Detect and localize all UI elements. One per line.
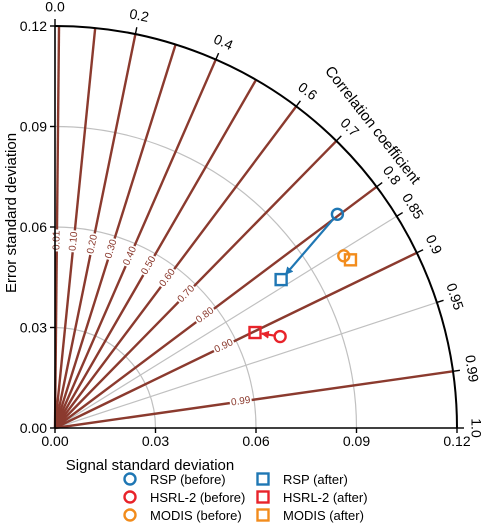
change-arrow: [260, 330, 275, 339]
correlation-tick-label: 0.95: [443, 281, 467, 312]
y-tick-label: 0.00: [20, 420, 47, 436]
snr-label-background: [228, 394, 253, 410]
legend-marker: [123, 472, 137, 486]
snr-label-background: [102, 236, 121, 262]
correlation-tick-mark: [452, 369, 461, 372]
x-axis-label: Signal standard deviation: [66, 457, 234, 474]
change-arrow: [284, 218, 335, 276]
y-tick-label: 0.06: [20, 219, 47, 235]
legend-item: MODIS (before): [123, 508, 242, 523]
snr-line-label: 0.20: [85, 233, 100, 255]
grid-layer: [54, 34, 454, 429]
snr-line-label: 0.10: [67, 231, 80, 252]
x-tick-label: 0.06: [242, 433, 269, 449]
modis-after-marker: [343, 253, 358, 267]
snr-line: [54, 251, 418, 430]
x-tick-label: 0.00: [41, 433, 68, 449]
snr-label-background: [120, 243, 140, 269]
grid-arc: [54, 125, 358, 429]
legend-marker: [123, 508, 137, 522]
snr-line: [54, 105, 298, 429]
snr-lines-layer: 0.01 0.10 0.20 0.30 0.40 0.500.600.700.800.90…: [50, 26, 454, 430]
snr-line-label: 0.01: [51, 230, 62, 250]
legend-label: MODIS (before): [150, 508, 242, 523]
hsrl-2-after-marker: [248, 325, 262, 340]
correlation-tick-mark: [396, 211, 404, 217]
snr-label-background: [211, 336, 237, 357]
legend-label: HSRL-2 (before): [150, 490, 245, 505]
snr-label-background: [156, 265, 179, 291]
x-tick-label: 0.09: [343, 433, 370, 449]
rsp-after-marker: [274, 272, 288, 287]
snr-line: [54, 140, 338, 429]
correlation-radial-line: [54, 301, 438, 429]
correlation-tick-label: 0.2: [128, 5, 150, 25]
y-axis-label: Error standard deviation: [3, 133, 20, 293]
snr-line: [53, 59, 217, 429]
y-tick-label: 0.03: [20, 320, 47, 336]
snr-line: [54, 370, 454, 430]
legend-item: HSRL-2 (before): [123, 490, 245, 505]
correlation-tick-label: 0.99: [462, 354, 482, 383]
legend-marker: [256, 472, 270, 486]
legend-item: RSP (after): [256, 472, 348, 487]
correlation-tick-mark: [436, 299, 444, 304]
snr-line: [53, 27, 97, 429]
snr-label-background: [84, 232, 101, 257]
snr-line: [53, 79, 258, 429]
snr-label-background: [174, 281, 199, 307]
x-tick-label: 0.12: [443, 433, 470, 449]
snr-line-label: 0.30: [103, 238, 119, 260]
modis-before-marker: [337, 249, 351, 263]
snr-line: [53, 44, 177, 429]
snr-line-label: 0.99: [230, 395, 251, 409]
correlation-tick-mark: [376, 182, 383, 188]
snr-label-background: [50, 229, 63, 252]
correlation-tick-mark: [335, 135, 342, 142]
snr-line: [54, 185, 378, 429]
correlation-tick-mark: [134, 27, 138, 35]
snr-line: [53, 33, 137, 429]
snr-label-background: [66, 229, 81, 253]
legend-label: MODIS (after): [283, 508, 364, 523]
snr-label-background: [192, 304, 218, 327]
correlation-tick-label: 0.9: [423, 232, 446, 257]
legend-label: HSRL-2 (after): [283, 490, 368, 505]
correlation-tick-mark: [416, 249, 424, 254]
legend-label: RSP (after): [283, 472, 348, 487]
outer-arc: [54, 25, 458, 429]
legend-marker: [123, 490, 137, 504]
rsp-before-marker: [330, 207, 345, 221]
legend-item: MODIS (after): [256, 508, 364, 523]
legend-marker: [256, 508, 270, 522]
legend: RSP (before) RSP (after) HSRL-2 (before) HS…: [123, 472, 368, 523]
correlation-tick-mark: [295, 100, 301, 107]
correlation-tick-label: 0.0: [45, 0, 65, 15]
y-tick-label: 0.09: [20, 119, 47, 135]
grid-arc: [54, 226, 257, 429]
y-tick-label: 0.12: [20, 18, 47, 34]
plot-frame: [50, 19, 464, 433]
x-tick-label: 0.03: [142, 433, 169, 449]
correlation-tick-label: 1.0: [468, 418, 484, 438]
snr-label-background: [138, 253, 160, 279]
correlation-arc-label: Correlation coefficient: [321, 63, 424, 188]
legend-label: RSP (before): [150, 472, 226, 487]
legend-item: RSP (before): [123, 472, 226, 487]
data-markers-layer: [248, 207, 358, 344]
correlation-tick-label: 0.4: [211, 31, 235, 54]
legend-marker: [256, 490, 270, 504]
correlation-tick-label: 0.85: [399, 190, 427, 222]
correlation-tick-mark: [215, 52, 220, 60]
correlation-tick-label: 0.6: [295, 79, 320, 104]
hsrl-2-before-marker: [273, 329, 287, 344]
legend-item: HSRL-2 (after): [256, 490, 368, 505]
